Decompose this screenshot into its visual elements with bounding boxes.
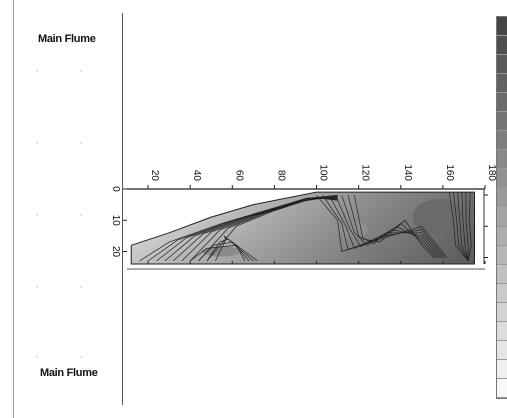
legend-swatch [497, 340, 507, 360]
legend-swatch [497, 169, 507, 189]
contour-line [347, 195, 437, 259]
mid-core-center [340, 221, 369, 238]
grid-dot [36, 356, 38, 358]
legend-swatch [497, 112, 507, 132]
x-tick-label: 140 [402, 164, 413, 181]
x-tick-label: 180 [486, 164, 497, 181]
grid-dot [80, 142, 82, 144]
contour-line [457, 192, 469, 262]
legend-swatch [497, 150, 507, 170]
grid-dot [36, 142, 38, 144]
x-tick-label: 20 [149, 170, 160, 182]
legend-swatch [497, 378, 507, 398]
grid-dot [36, 70, 38, 72]
legend-swatch [497, 17, 507, 37]
legend-swatch [497, 93, 507, 113]
legend-swatch [497, 321, 507, 341]
main-flume-label-bottom: Main Flume [40, 367, 98, 379]
panel-divider [122, 13, 123, 405]
legend-swatch [497, 359, 507, 379]
contour-line [461, 192, 469, 261]
contour-line [465, 192, 469, 261]
legend-swatch [497, 74, 507, 94]
x-tick-label: 80 [275, 170, 286, 182]
contour-line [198, 241, 250, 262]
legend-swatch [497, 226, 507, 246]
x-tick-label: 100 [318, 164, 329, 181]
grid-dot [80, 70, 82, 72]
y-tick-label: 0 [110, 186, 121, 192]
contour-line [335, 195, 442, 259]
y-tick-label: 10 [110, 215, 121, 227]
x-tick-label: 120 [360, 164, 371, 181]
contour-line [453, 192, 469, 262]
x-tick-label: 60 [233, 170, 244, 182]
legend-swatch [497, 188, 507, 208]
left-frame-rule [13, 0, 14, 418]
y-tick-label: 20 [110, 246, 121, 258]
x-tick-label: 160 [444, 164, 455, 181]
contour-line [206, 238, 254, 262]
legend-swatch [497, 36, 507, 56]
grid-dot [36, 286, 38, 288]
contour-line [215, 235, 258, 262]
contour-line [467, 192, 472, 261]
contour-line [448, 192, 469, 262]
grid-dot [80, 214, 82, 216]
legend-swatch [497, 264, 507, 284]
color-scale-legend [496, 16, 507, 399]
legend-swatch [497, 302, 507, 322]
legend-swatch [497, 245, 507, 265]
legend-swatch [497, 207, 507, 227]
legend-swatch [497, 55, 507, 75]
contour-line [341, 195, 439, 259]
grid-dot [80, 286, 82, 288]
legend-swatch [497, 283, 507, 303]
contour-line [189, 244, 246, 262]
grid-dot [80, 356, 82, 358]
contour-line [354, 195, 435, 259]
grid-dot [36, 214, 38, 216]
x-tick-label: 40 [191, 170, 202, 182]
legend-swatch [497, 131, 507, 151]
main-flume-label-top: Main Flume [38, 33, 96, 45]
